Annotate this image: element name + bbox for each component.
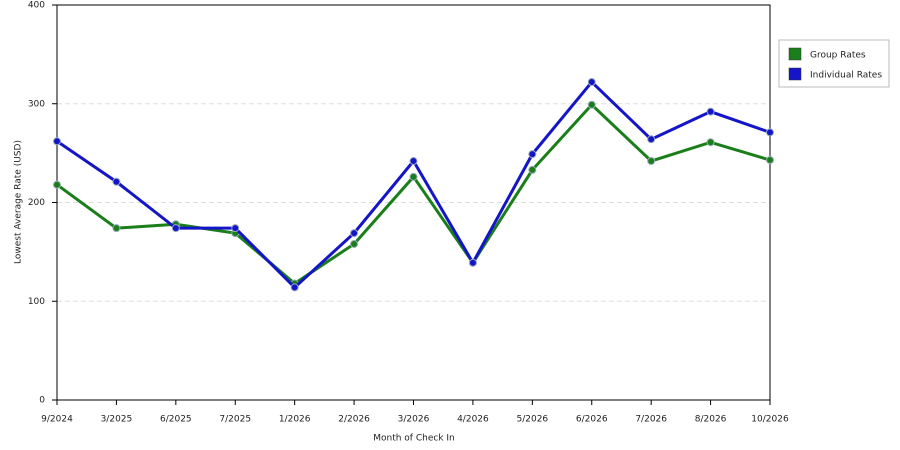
y-tick-label: 0 — [39, 396, 45, 406]
data-point — [528, 165, 537, 174]
data-point — [350, 239, 359, 248]
data-point — [647, 157, 656, 166]
x-tick-label: 5/2026 — [516, 415, 548, 425]
series-line — [56, 102, 771, 286]
x-tick-label: 6/2025 — [160, 415, 192, 425]
data-point — [350, 229, 359, 238]
data-point — [409, 172, 418, 181]
data-point — [171, 224, 180, 233]
x-tick-label: 7/2026 — [635, 415, 667, 425]
x-tick-label: 8/2026 — [695, 415, 727, 425]
data-point — [53, 180, 61, 189]
y-tick-label: 300 — [28, 99, 45, 109]
data-point — [528, 150, 537, 159]
y-axis-label: Lowest Average Rate (USD) — [14, 140, 24, 264]
data-point — [706, 138, 715, 147]
x-tick-label: 1/2026 — [279, 415, 311, 425]
y-tick-label: 100 — [28, 297, 45, 307]
x-axis-label: Month of Check In — [373, 434, 455, 444]
y-tick-label: 200 — [28, 198, 45, 208]
data-point — [766, 156, 774, 165]
legend-label: Individual Rates — [810, 71, 882, 81]
x-tick-label: 6/2026 — [576, 415, 608, 425]
data-point — [112, 177, 121, 186]
data-point — [112, 224, 121, 233]
y-tick-label: 400 — [28, 1, 45, 11]
legend-label: Group Rates — [810, 51, 866, 61]
x-tick-label: 7/2025 — [219, 415, 251, 425]
data-point — [409, 157, 418, 166]
data-point — [53, 137, 61, 146]
data-point — [468, 258, 477, 267]
x-tick-label: 2/2026 — [338, 415, 370, 425]
data-point — [647, 135, 656, 144]
x-tick-label: 10/2026 — [751, 415, 789, 425]
data-point — [706, 107, 715, 116]
data-point — [587, 100, 596, 109]
series-line — [56, 79, 771, 290]
data-point — [766, 128, 774, 137]
x-tick-label: 3/2026 — [398, 415, 430, 425]
data-point — [587, 78, 596, 87]
legend-swatch — [788, 47, 802, 61]
data-point — [290, 283, 299, 292]
x-tick-label: 3/2025 — [101, 415, 133, 425]
x-tick-label: 4/2026 — [457, 415, 489, 425]
x-tick-label: 9/2024 — [41, 415, 73, 425]
legend-swatch — [788, 67, 802, 81]
data-point — [231, 224, 240, 233]
